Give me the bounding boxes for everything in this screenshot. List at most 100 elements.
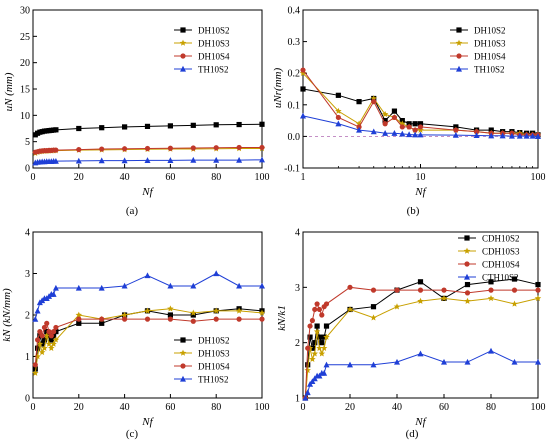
data-point: [440, 295, 448, 302]
chart-panel-b: 1 10 100 -0.1 0.0 0.1 0.2 0.3 0.4 Nf uNr(mm) (b) DH1…: [272, 6, 546, 218]
x-tick-label: 0: [31, 402, 36, 413]
chart-panel-a: 0 20 40 60 80 100 0 5 10 15 20 25 30 Nf uN (mm) (a) DH10…: [3, 6, 270, 218]
panel-caption: (b): [407, 205, 420, 217]
data-point: [121, 157, 128, 164]
y-tick-label: 4: [25, 228, 30, 239]
data-point: [535, 281, 541, 288]
data-point: [144, 157, 151, 163]
data-point: [316, 306, 323, 313]
panel-caption: (c): [126, 428, 139, 440]
data-point: [41, 344, 48, 351]
series-DH10S4: [32, 316, 265, 368]
data-point: [34, 337, 41, 343]
series-TH10S2: [32, 270, 265, 322]
x-tick-label: 60: [165, 172, 175, 183]
legend-marker: [463, 247, 471, 254]
data-point: [313, 328, 321, 335]
data-point: [304, 366, 311, 374]
data-point: [346, 306, 354, 313]
legend-label: TH10S2: [474, 65, 505, 75]
data-point: [464, 297, 471, 304]
x-tick-label: 20: [74, 402, 84, 413]
data-point: [44, 320, 50, 326]
x-tick-label: 80: [211, 402, 221, 413]
y-tick-label: 3: [295, 283, 300, 294]
data-point: [307, 323, 313, 329]
y-tick-label: 0.2: [288, 69, 301, 80]
data-point: [391, 108, 398, 114]
data-point: [76, 146, 82, 153]
data-point: [236, 144, 242, 151]
data-point: [122, 146, 128, 152]
x-tick-label: 80: [211, 172, 221, 183]
data-point: [144, 145, 151, 152]
data-point: [50, 291, 57, 297]
data-point: [394, 287, 400, 293]
data-point: [316, 334, 323, 340]
data-point: [190, 309, 197, 316]
data-point: [236, 121, 242, 128]
plot-frame: [32, 231, 263, 399]
data-point: [412, 127, 418, 133]
x-tick-label: 60: [165, 402, 175, 413]
data-point: [190, 282, 197, 289]
data-point: [488, 347, 494, 354]
data-point: [511, 276, 518, 282]
data-point: [236, 156, 243, 163]
data-point: [347, 284, 353, 290]
data-point: [516, 132, 523, 139]
series-TH10S2: [300, 112, 541, 139]
y-tick-label: 20: [20, 58, 30, 69]
data-point: [312, 306, 318, 313]
x-tick-label: 80: [486, 402, 496, 413]
y-tick-label: 2: [295, 338, 300, 349]
data-point: [76, 125, 82, 132]
data-point: [99, 146, 105, 152]
data-point: [43, 332, 50, 339]
data-point: [190, 122, 196, 128]
data-point: [488, 132, 495, 139]
data-point: [32, 362, 38, 368]
data-point: [319, 312, 325, 318]
data-point: [318, 350, 326, 357]
data-point: [321, 334, 327, 340]
data-point: [323, 333, 330, 340]
data-point: [356, 126, 363, 133]
data-point: [321, 369, 328, 376]
data-point: [323, 301, 330, 307]
data-point: [511, 358, 518, 365]
y-axis-label: uNr(mm): [272, 68, 284, 109]
data-point: [52, 336, 60, 343]
legend-label: TH10S2: [198, 375, 229, 385]
data-point: [347, 361, 353, 368]
data-point: [53, 147, 59, 153]
data-point: [122, 124, 128, 130]
legend-label: DH10S4: [198, 362, 230, 372]
data-point: [99, 316, 105, 322]
series-DH10S4: [300, 67, 541, 138]
data-point: [487, 295, 495, 302]
legend-label: DH10S3: [198, 349, 230, 359]
data-point: [75, 157, 82, 164]
data-point: [48, 333, 54, 339]
y-tick-label: 0: [25, 164, 30, 175]
data-point: [511, 300, 518, 307]
x-tick-label: 20: [345, 402, 355, 413]
data-point: [335, 120, 342, 127]
data-point: [391, 130, 398, 136]
data-point: [167, 282, 174, 289]
data-point: [441, 358, 447, 365]
series-DH10S2: [32, 306, 265, 372]
y-tick-label: 3: [25, 269, 30, 280]
data-point: [144, 272, 151, 279]
data-point: [323, 323, 330, 329]
legend-label: DH10S2: [198, 26, 230, 36]
data-point: [453, 127, 459, 133]
data-point: [190, 312, 196, 318]
data-point: [314, 301, 320, 307]
legend-marker: [456, 27, 462, 33]
data-point: [45, 340, 53, 347]
series-CTH10S2: [302, 347, 541, 401]
legend-marker: [179, 39, 187, 46]
y-tick-label: 25: [20, 32, 30, 43]
